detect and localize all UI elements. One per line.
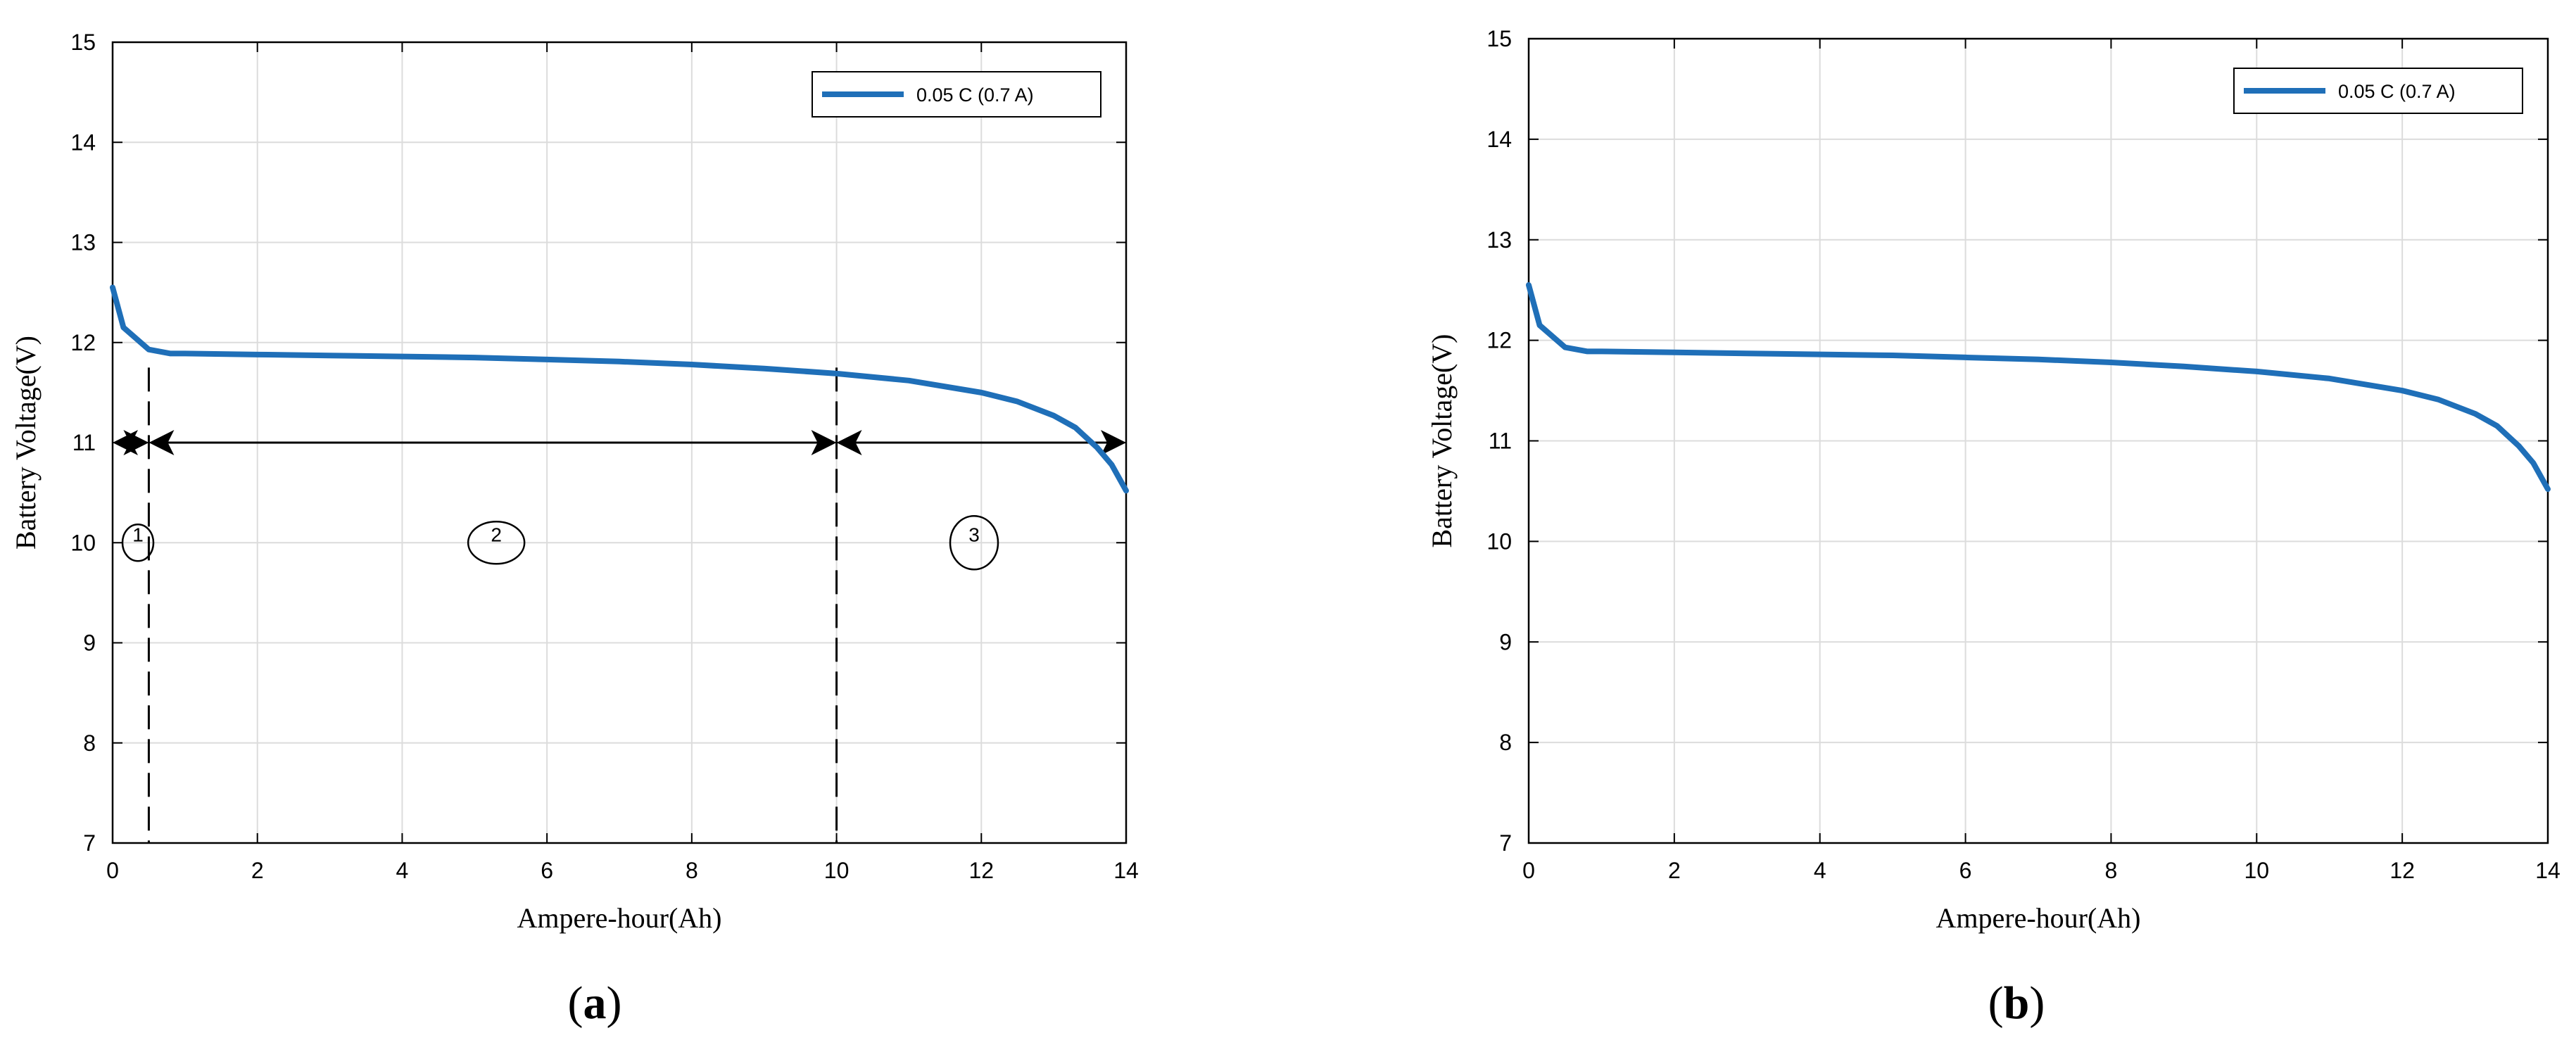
x-tick-label: 2 <box>251 858 264 883</box>
region-label-2: 2 <box>491 524 502 545</box>
y-tick-label: 15 <box>1486 26 1512 51</box>
y-tick-label: 10 <box>1486 528 1512 554</box>
y-tick-label: 14 <box>70 129 96 155</box>
region-label-3: 3 <box>968 524 980 545</box>
x-tick-label: 4 <box>1814 858 1826 883</box>
series-line <box>1526 282 2551 493</box>
x-tick-label: 8 <box>686 858 698 883</box>
series-line <box>110 284 1129 494</box>
panel-b-caption: (b) <box>1988 977 2045 1029</box>
x-tick-label: 10 <box>2244 858 2269 883</box>
region-label-circle <box>121 524 155 562</box>
x-tick-label: 4 <box>396 858 409 883</box>
y-tick-label: 8 <box>83 730 96 756</box>
y-tick-label: 7 <box>1499 830 1512 856</box>
panel-b-caption-letter: b <box>2004 977 2030 1029</box>
x-tick-label: 10 <box>824 858 850 883</box>
legend-entry: 0.05 C (0.7 A) <box>916 84 1034 106</box>
y-tick-label: 10 <box>70 530 96 555</box>
x-axis-label: Ampere-hour(Ah) <box>517 902 722 934</box>
y-tick-label: 9 <box>1499 629 1512 654</box>
x-tick-label: 2 <box>1668 858 1681 883</box>
y-tick-label: 13 <box>1486 227 1512 253</box>
y-tick-label: 13 <box>70 230 96 255</box>
region-label-circle <box>949 515 999 571</box>
chart-panel-b: 0 2 4 6 8 10 12 14 7 8 9 10 11 12 13 14 15 Ampere-hour(Ah… <box>1426 26 2561 934</box>
x-tick-label: 8 <box>2105 858 2118 883</box>
x-tick-label: 14 <box>1113 858 1139 883</box>
x-tick-label: 6 <box>1959 858 1972 883</box>
panel-a-caption-letter: a <box>583 977 607 1029</box>
legend-entry: 0.05 C (0.7 A) <box>2338 81 2456 102</box>
x-tick-label: 12 <box>2389 858 2415 883</box>
chart-panel-a: 0 2 4 6 8 10 12 14789101112131415Ampere-hour(Ah… <box>10 30 1139 934</box>
x-tick-label: 12 <box>968 858 994 883</box>
y-axis-label: Battery Voltage(V) <box>1426 334 1458 547</box>
x-tick-label: 0 <box>1522 858 1535 883</box>
y-tick-label: 9 <box>83 630 96 656</box>
panel-a-caption: (a) <box>568 977 622 1029</box>
y-tick-label: 15 <box>70 30 96 55</box>
region-label-circle <box>467 521 526 565</box>
x-tick-label: 14 <box>2535 858 2561 883</box>
y-tick-label: 12 <box>1486 328 1512 353</box>
x-tick-label: 0 <box>106 858 119 883</box>
y-tick-label: 11 <box>72 430 96 455</box>
y-axis-label: Battery Voltage(V) <box>10 336 42 550</box>
y-tick-label: 12 <box>70 330 96 355</box>
y-tick-label: 11 <box>1489 429 1512 454</box>
y-tick-label: 7 <box>83 830 96 856</box>
x-tick-label: 6 <box>541 858 553 883</box>
y-tick-label: 8 <box>1499 730 1512 755</box>
y-tick-label: 14 <box>1486 127 1512 152</box>
region-label-1: 1 <box>132 524 144 545</box>
x-axis-label: Ampere-hour(Ah) <box>1936 902 2141 934</box>
